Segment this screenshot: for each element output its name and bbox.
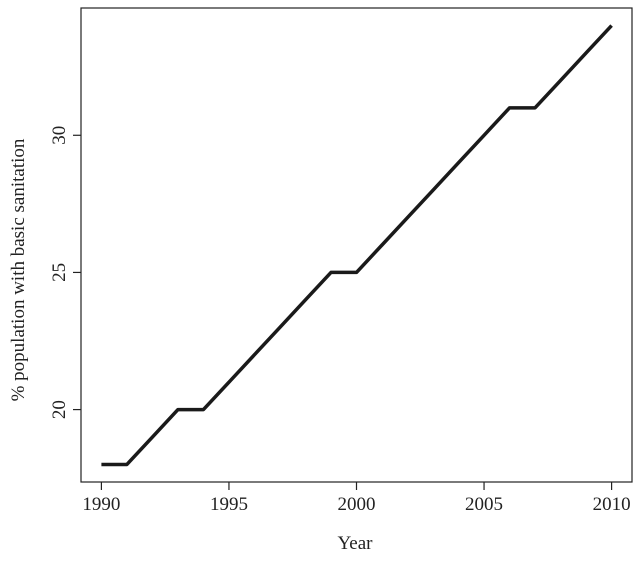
x-tick-label: 1990 bbox=[82, 494, 120, 515]
y-tick-label: 25 bbox=[49, 263, 70, 282]
x-tick-label: 1995 bbox=[210, 494, 248, 515]
x-tick-label: 2005 bbox=[465, 494, 503, 515]
y-tick-label: 30 bbox=[49, 126, 70, 145]
x-tick-label: 2000 bbox=[338, 494, 376, 515]
y-tick-label: 20 bbox=[49, 400, 70, 419]
plot-frame bbox=[80, 7, 633, 483]
y-axis-label: % population with basic sanitation bbox=[8, 138, 29, 401]
x-tick-label: 2010 bbox=[593, 494, 631, 515]
data-line bbox=[101, 24, 613, 467]
x-axis-label: Year bbox=[337, 533, 373, 554]
